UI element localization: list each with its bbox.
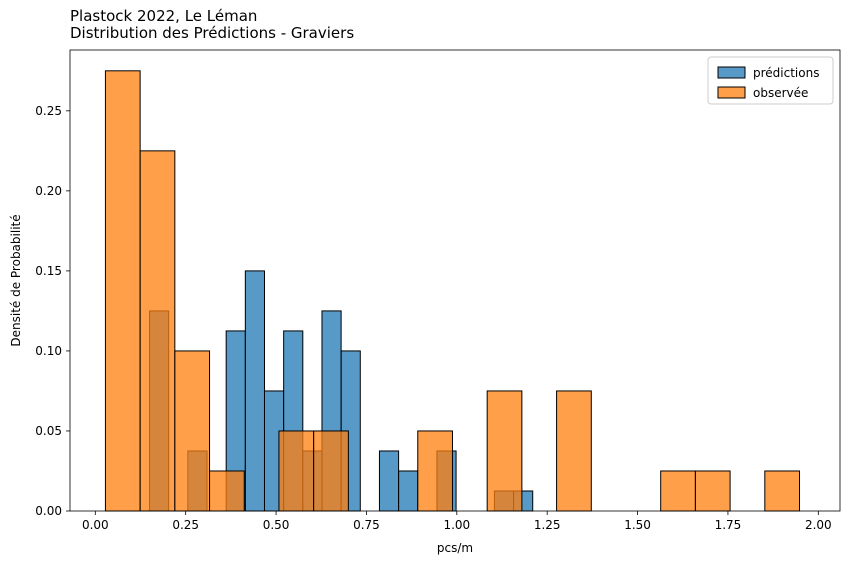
chart-title-line-1: Plastock 2022, Le Léman — [70, 7, 258, 25]
histogram-bar — [244, 270, 265, 512]
histogram-bar — [104, 70, 141, 512]
legend-label: prédictions — [753, 66, 819, 80]
x-tick-label: 1.75 — [715, 518, 742, 532]
series-1 — [104, 70, 801, 512]
histogram-bar — [313, 430, 349, 512]
histogram-bar — [556, 390, 592, 512]
x-tick-label: 0.00 — [82, 518, 109, 532]
histogram-bar — [209, 470, 245, 512]
y-tick-label: 0.05 — [35, 424, 62, 438]
y-tick-label: 0.10 — [35, 344, 62, 358]
histogram-bar — [378, 450, 400, 512]
x-tick-label: 0.25 — [172, 518, 199, 532]
histogram-bar — [174, 350, 211, 512]
histogram-bar — [486, 390, 523, 512]
histogram-bar — [764, 470, 801, 512]
chart-title-line-2: Distribution des Prédictions - Graviers — [70, 24, 355, 42]
bars-layer — [104, 70, 801, 512]
x-axis: 0.00 0.25 0.50 0.75 1.00 1.25 1.50 1.75 2.00 — [82, 511, 832, 532]
histogram-bar — [278, 430, 315, 512]
x-tick-label: 1.00 — [443, 518, 470, 532]
legend-swatch — [717, 86, 746, 99]
histogram-bar — [694, 470, 731, 512]
histogram-bar — [139, 150, 176, 512]
histogram-bar — [398, 470, 419, 512]
legend-label: observée — [753, 86, 808, 100]
x-tick-label: 1.25 — [534, 518, 561, 532]
legend-swatch — [717, 66, 746, 79]
plot-frame — [69, 49, 841, 512]
x-tick-label: 0.75 — [353, 518, 380, 532]
y-axis: 0.00 0.05 0.10 0.15 0.20 0.25 — [35, 104, 70, 518]
legend: prédictions observée — [707, 56, 834, 105]
y-tick-label: 0.00 — [35, 504, 62, 518]
x-tick-label: 2.00 — [805, 518, 832, 532]
histogram-bar — [417, 430, 453, 512]
y-axis-label: Densité de Probabilité — [9, 214, 23, 346]
y-tick-label: 0.25 — [35, 104, 62, 118]
y-tick-label: 0.15 — [35, 264, 62, 278]
x-axis-label: pcs/m — [437, 541, 473, 555]
histogram-bar — [660, 470, 696, 512]
y-tick-label: 0.20 — [35, 184, 62, 198]
x-tick-label: 1.50 — [624, 518, 651, 532]
x-tick-label: 0.50 — [263, 518, 290, 532]
